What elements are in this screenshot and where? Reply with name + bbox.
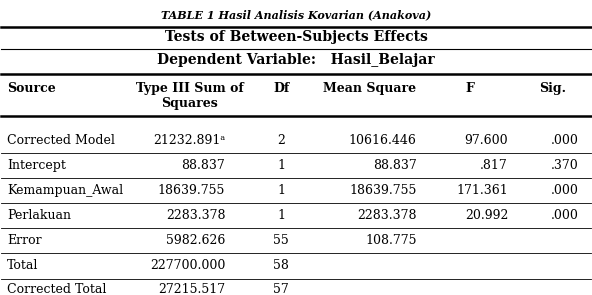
Text: 18639.755: 18639.755 xyxy=(158,184,226,197)
Text: 97.600: 97.600 xyxy=(465,134,508,147)
Text: Df: Df xyxy=(273,82,289,95)
Text: 58: 58 xyxy=(274,259,289,272)
Text: 227700.000: 227700.000 xyxy=(150,259,226,272)
Text: 5982.626: 5982.626 xyxy=(166,234,226,247)
Text: F: F xyxy=(465,82,474,95)
Text: Intercept: Intercept xyxy=(7,159,66,172)
Text: TABLE 1 Hasil Analisis Kovarian (Anakova): TABLE 1 Hasil Analisis Kovarian (Anakova… xyxy=(161,9,431,20)
Text: 171.361: 171.361 xyxy=(456,184,508,197)
Text: Source: Source xyxy=(7,82,56,95)
Text: 2: 2 xyxy=(277,134,285,147)
Text: 57: 57 xyxy=(274,283,289,295)
Text: 27215.517: 27215.517 xyxy=(158,283,226,295)
Text: .817: .817 xyxy=(480,159,508,172)
Text: Sig.: Sig. xyxy=(539,82,566,95)
Text: 1: 1 xyxy=(277,209,285,222)
Text: 1: 1 xyxy=(277,184,285,197)
Text: Perlakuan: Perlakuan xyxy=(7,209,71,222)
Text: Dependent Variable:   Hasil_Belajar: Dependent Variable: Hasil_Belajar xyxy=(157,53,435,67)
Text: 2283.378: 2283.378 xyxy=(166,209,226,222)
Text: Total: Total xyxy=(7,259,38,272)
Text: 108.775: 108.775 xyxy=(365,234,417,247)
Text: .000: .000 xyxy=(551,184,579,197)
Text: 55: 55 xyxy=(274,234,289,247)
Text: .000: .000 xyxy=(551,209,579,222)
Text: 10616.446: 10616.446 xyxy=(349,134,417,147)
Text: Kemampuan_Awal: Kemampuan_Awal xyxy=(7,184,123,197)
Text: 88.837: 88.837 xyxy=(373,159,417,172)
Text: .000: .000 xyxy=(551,134,579,147)
Text: .370: .370 xyxy=(551,159,579,172)
Text: 88.837: 88.837 xyxy=(182,159,226,172)
Text: 21232.891ᵃ: 21232.891ᵃ xyxy=(153,134,226,147)
Text: Tests of Between-Subjects Effects: Tests of Between-Subjects Effects xyxy=(165,30,427,45)
Text: Type III Sum of
Squares: Type III Sum of Squares xyxy=(136,82,244,110)
Text: 18639.755: 18639.755 xyxy=(349,184,417,197)
Text: Corrected Total: Corrected Total xyxy=(7,283,107,295)
Text: Corrected Model: Corrected Model xyxy=(7,134,115,147)
Text: Error: Error xyxy=(7,234,42,247)
Text: Mean Square: Mean Square xyxy=(323,82,416,95)
Text: 20.992: 20.992 xyxy=(465,209,508,222)
Text: 2283.378: 2283.378 xyxy=(358,209,417,222)
Text: 1: 1 xyxy=(277,159,285,172)
